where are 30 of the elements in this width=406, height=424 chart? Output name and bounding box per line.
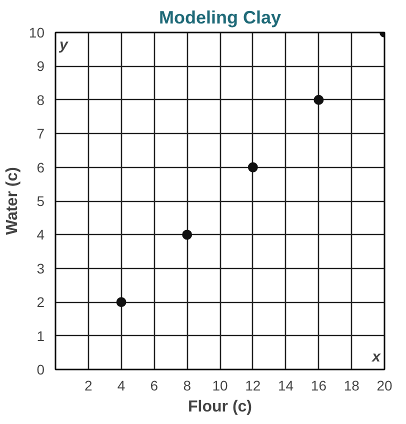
y-tick-label: 0 <box>36 362 45 378</box>
y-tick-label: 3 <box>36 260 45 276</box>
y-tick-label: 7 <box>36 126 45 142</box>
x-tick-label: 8 <box>183 378 192 394</box>
point <box>248 162 258 172</box>
x-tick-label: 12 <box>245 378 261 394</box>
annotation: y <box>58 36 68 54</box>
point <box>314 94 324 105</box>
y-axis-title: Water (c) <box>4 167 21 235</box>
y-tick-label: 9 <box>36 58 45 74</box>
y-tick-label: 1 <box>36 328 45 344</box>
x-tick-label: 18 <box>344 378 360 394</box>
x-tick-label: 16 <box>310 378 327 394</box>
annotation: x <box>371 348 382 366</box>
point <box>182 230 192 240</box>
x-tick-label: 6 <box>150 378 158 394</box>
x-tick-label: 10 <box>212 378 228 394</box>
x-axis-title: Flour (c) <box>188 398 252 416</box>
y-tick-label: 8 <box>36 92 45 108</box>
chart-title: Modeling Clay <box>158 8 282 28</box>
x-tick-label: 4 <box>117 378 126 394</box>
y-tick-label: 2 <box>36 294 45 310</box>
y-tick-label: 5 <box>36 193 45 209</box>
y-tick-label: 4 <box>36 226 45 243</box>
x-tick-label: 2 <box>84 378 93 394</box>
x-tick-label: 14 <box>278 378 294 394</box>
x-tick-label: 20 <box>376 378 392 394</box>
y-tick-label: 6 <box>36 159 45 176</box>
point <box>116 297 126 308</box>
y-tick-label: 10 <box>28 24 45 40</box>
